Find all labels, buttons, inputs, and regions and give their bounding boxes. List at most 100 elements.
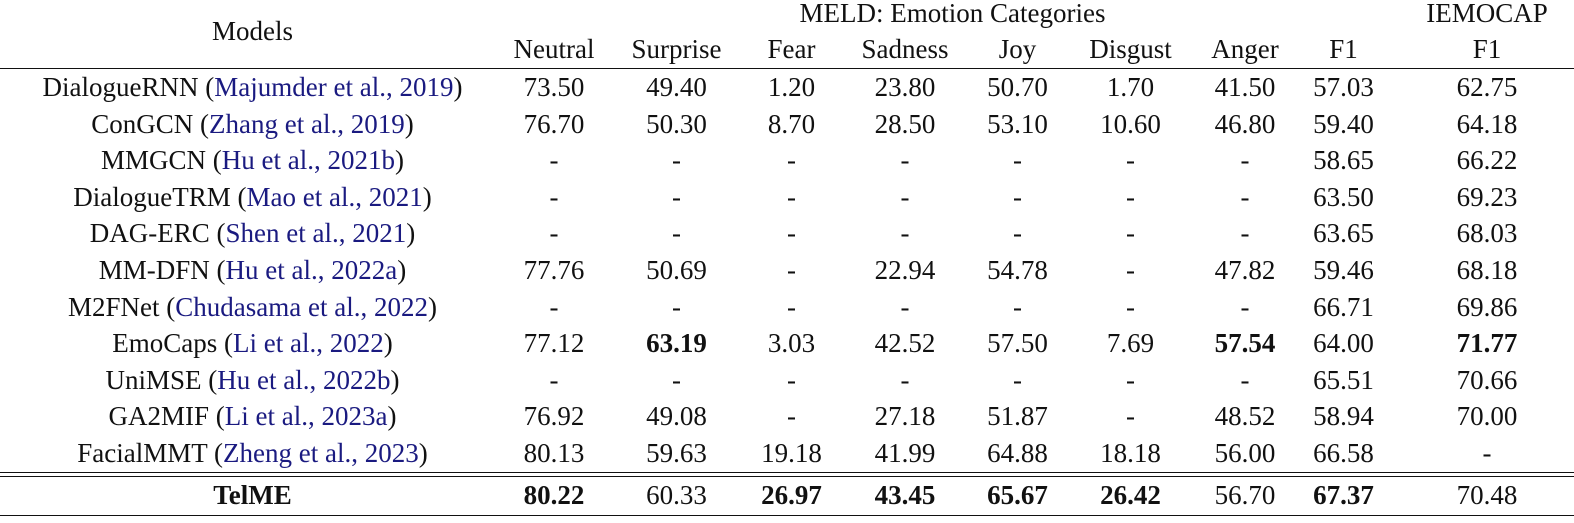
meld-f1-value: 66.71 [1313,291,1374,322]
meld-group-header: MELD: Emotion Categories [799,0,1106,28]
meld-f1-value: 57.03 [1313,72,1374,102]
model-cell: MM-DFN (Hu et al., 2022a) [98,254,407,285]
iemocap-f1-value: 68.18 [1456,254,1518,285]
neutral-value: - [549,218,559,249]
citation-link[interactable]: Mao et al., 2021 [246,181,423,212]
sadness-value: 28.50 [874,108,936,139]
surprise-value: 60.33 [603,476,750,516]
model-name: M2FNet [68,291,160,322]
meld-f1-value: 64.00 [1313,328,1374,359]
citation-link[interactable]: Zhang et al., 2019 [209,108,405,139]
sadness-value: 27.18 [874,401,936,432]
model-name: ConGCN [91,108,194,139]
joy-value: 50.70 [987,72,1048,102]
model-cell: ConGCN (Zhang et al., 2019) [91,108,414,139]
citation-link[interactable]: Hu et al., 2022b [217,364,391,395]
disgust-value: - [1126,291,1135,322]
sadness-value: - [900,291,910,322]
proposed-model-name: TelME [0,476,505,516]
disgust-value: - [1126,254,1135,285]
surprise-value: 50.69 [646,254,707,285]
neutral-value: 80.13 [505,434,603,473]
disgust-value: - [1126,145,1135,176]
fear-value: - [787,218,796,249]
surprise-value: 50.30 [646,108,707,139]
table-row: DialogueTRM (Mao et al., 2021) - - - - - - - 63.… [0,179,1574,216]
model-name: MM-DFN [98,254,210,285]
joy-value: - [1013,181,1022,212]
fear-value: 26.97 [750,476,833,516]
citation-link[interactable]: Hu et al., 2021b [221,145,395,176]
citation-link[interactable]: Li et al., 2023a [224,401,388,432]
joy-value: - [1013,364,1022,395]
disgust-value: - [1126,218,1135,249]
fear-value: - [787,254,796,285]
citation-link[interactable]: Zheng et al., 2023 [223,437,419,468]
anger-value: 57.54 [1214,328,1276,359]
anger-value: 48.52 [1214,401,1276,432]
sadness-value: 42.52 [874,328,936,359]
sadness-value: 23.80 [874,72,936,102]
surprise-value: - [672,145,681,176]
table-row: MMGCN (Hu et al., 2021b) - - - - - - - 58.65 66.2… [0,142,1574,179]
model-name: EmoCaps [112,328,218,359]
citation-link[interactable]: Li et al., 2022 [233,328,384,359]
model-name: DialogueTRM [73,181,231,212]
table-row: UniMSE (Hu et al., 2022b) - - - - - - - 65.51 70.… [0,362,1574,399]
model-name: GA2MIF [108,401,210,432]
neutral-column-header: Neutral [513,34,595,64]
citation-link[interactable]: Shen et al., 2021 [225,218,407,249]
disgust-column-header: Disgust [1089,34,1172,64]
disgust-value: 1.70 [1106,72,1155,102]
iemocap-f1-value: 69.86 [1456,291,1518,322]
iemocap-f1-value: 68.03 [1456,218,1518,249]
sadness-value: 43.45 [833,476,977,516]
sadness-value: 22.94 [874,254,936,285]
surprise-value: 59.63 [603,434,750,473]
neutral-value: - [549,145,559,176]
model-cell: MMGCN (Hu et al., 2021b) [100,145,404,176]
meld-f1-value: 59.40 [1313,108,1374,139]
fear-value: 8.70 [767,108,816,139]
surprise-value: - [672,181,681,212]
citation-link[interactable]: Majumder et al., 2019 [214,72,454,102]
joy-value: - [1013,291,1022,322]
model-cell: FacialMMT (Zheng et al., 2023) [0,434,505,473]
model-name: FacialMMT [77,437,208,468]
sadness-value: - [900,218,910,249]
anger-value: 46.80 [1214,108,1276,139]
surprise-column-header: Surprise [631,34,722,64]
surprise-value: - [672,291,681,322]
iemocap-f1-value: 70.00 [1456,401,1518,432]
joy-value: 57.50 [987,328,1048,359]
meld-f1-value: 63.65 [1313,218,1374,249]
anger-value: 41.50 [1214,72,1276,102]
table-row: FacialMMT (Zheng et al., 2023) 80.13 59.63… [0,434,1574,473]
fear-value: - [787,291,796,322]
neutral-value: 73.50 [523,72,585,102]
fear-column-header: Fear [767,34,816,64]
iemocap-f1-value: 70.48 [1400,476,1574,516]
joy-value: 53.10 [987,108,1048,139]
table-row: DialogueRNN (Majumder et al., 2019) 73.50… [0,69,1574,106]
meld-f1-value: 67.37 [1287,476,1400,516]
anger-column-header: Anger [1211,34,1279,64]
fear-value: 3.03 [767,328,816,359]
joy-value: 51.87 [987,401,1048,432]
disgust-value: 10.60 [1100,108,1161,139]
fear-value: - [787,364,796,395]
iemocap-f1-value: 71.77 [1456,328,1518,359]
citation-link[interactable]: Hu et al., 2022a [225,254,398,285]
citation-link[interactable]: Chudasama et al., 2022 [175,291,428,322]
anger-value: 47.82 [1214,254,1276,285]
model-name: DialogueRNN [42,72,199,102]
model-cell: DAG-ERC (Shen et al., 2021) [89,218,416,249]
fear-value: - [787,181,796,212]
sadness-value: 41.99 [833,434,977,473]
proposed-model-row: TelME 80.22 60.33 26.97 43.45 65.67 26.42 56.70… [0,476,1574,516]
iemocap-f1-value: 62.75 [1456,72,1518,102]
table-row: MM-DFN (Hu et al., 2022a) 77.76 50.69 - 22.9… [0,252,1574,289]
joy-value: 65.67 [977,476,1058,516]
disgust-value: 7.69 [1106,328,1155,359]
